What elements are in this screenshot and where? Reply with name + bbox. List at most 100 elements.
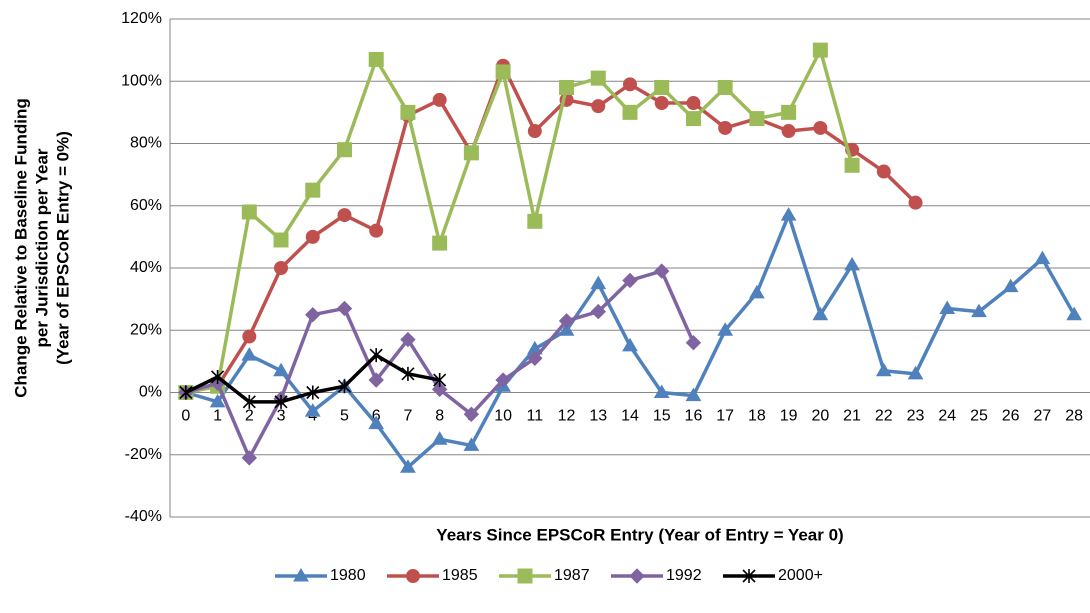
marker — [242, 329, 257, 344]
marker — [971, 303, 987, 318]
marker — [717, 322, 734, 336]
marker — [432, 235, 448, 251]
marker — [179, 385, 193, 400]
x-tick-label: 2 — [245, 408, 254, 425]
marker — [813, 120, 828, 135]
marker — [686, 96, 701, 111]
legend-marker — [629, 568, 645, 584]
marker — [241, 450, 258, 466]
x-tick-label: 15 — [653, 408, 671, 425]
marker — [623, 77, 637, 92]
marker — [653, 384, 670, 398]
marker — [908, 195, 923, 210]
x-tick-label: 1 — [213, 408, 222, 425]
marker — [558, 322, 575, 336]
marker — [780, 207, 797, 221]
marker — [433, 373, 447, 388]
marker — [907, 365, 924, 380]
marker — [305, 229, 320, 244]
marker — [629, 568, 645, 584]
marker — [622, 104, 638, 120]
marker — [685, 334, 702, 351]
x-tick-label: 12 — [558, 408, 576, 425]
marker — [336, 300, 353, 317]
y-tick-label: 0% — [139, 384, 162, 401]
marker — [369, 223, 384, 238]
y-tick-label: -20% — [125, 446, 162, 463]
marker — [432, 92, 447, 107]
marker — [749, 284, 765, 299]
x-tick-label: 11 — [527, 408, 544, 425]
marker — [431, 431, 448, 445]
legend-marker — [406, 569, 420, 583]
marker — [654, 79, 670, 95]
marker — [1066, 306, 1083, 321]
marker — [559, 79, 575, 95]
marker — [654, 96, 669, 111]
x-tick-label: 22 — [875, 408, 893, 425]
marker — [844, 157, 860, 173]
x-tick-label: 28 — [1065, 408, 1083, 425]
legend-label: 1987 — [554, 567, 590, 584]
marker — [558, 313, 575, 329]
marker — [527, 124, 542, 139]
y-tick-label: 40% — [130, 259, 162, 276]
x-tick-label: 3 — [277, 408, 286, 425]
marker — [527, 213, 543, 229]
marker — [431, 381, 448, 398]
x-tick-label: 25 — [970, 408, 988, 425]
marker — [717, 79, 733, 95]
marker — [306, 385, 320, 400]
legend-label: 1985 — [442, 567, 478, 584]
marker — [368, 372, 384, 388]
x-tick-label: 13 — [589, 408, 607, 425]
marker — [463, 406, 480, 422]
y-tick-label: 20% — [130, 321, 162, 338]
marker — [812, 306, 829, 321]
marker — [241, 204, 257, 220]
marker — [274, 394, 288, 409]
marker — [209, 393, 226, 408]
marker — [844, 256, 860, 271]
x-tick-label: 14 — [621, 408, 639, 425]
x-tick-label: 26 — [1002, 408, 1020, 425]
y-axis-title: per Jurisdiction per Year — [32, 148, 51, 347]
marker — [742, 569, 756, 583]
marker — [273, 232, 289, 248]
x-tick-label: 19 — [780, 408, 798, 425]
legend-label: 1980 — [330, 567, 366, 584]
marker — [939, 300, 956, 314]
marker — [400, 104, 416, 120]
y-axis-title: Change Relative to Baseline Funding — [11, 98, 30, 397]
y-tick-label: 60% — [130, 197, 162, 214]
marker — [517, 568, 533, 584]
marker — [406, 569, 420, 583]
y-tick-label: 80% — [130, 135, 162, 152]
marker — [654, 263, 670, 279]
marker — [463, 437, 480, 451]
marker — [875, 362, 892, 377]
legend-marker — [293, 568, 309, 582]
x-tick-label: 21 — [843, 408, 861, 425]
x-tick-label: 24 — [938, 408, 956, 425]
y-tick-label: -40% — [125, 508, 162, 525]
series-line — [185, 63, 917, 395]
x-tick-label: 10 — [494, 408, 512, 425]
x-tick-label: 0 — [181, 408, 190, 425]
marker — [718, 120, 733, 135]
marker — [876, 164, 891, 179]
marker — [337, 379, 352, 394]
marker — [622, 272, 638, 289]
legend-marker — [517, 568, 533, 584]
marker — [369, 348, 383, 363]
marker — [812, 42, 828, 58]
series-line — [185, 269, 696, 460]
marker — [336, 142, 352, 158]
y-axis-title: (Year of EPSCoR Entry = 0%) — [53, 131, 72, 365]
x-tick-label: 20 — [811, 408, 829, 425]
marker — [273, 362, 289, 377]
marker — [368, 415, 385, 430]
series-line — [185, 48, 854, 395]
marker — [591, 99, 606, 114]
marker — [305, 306, 321, 323]
